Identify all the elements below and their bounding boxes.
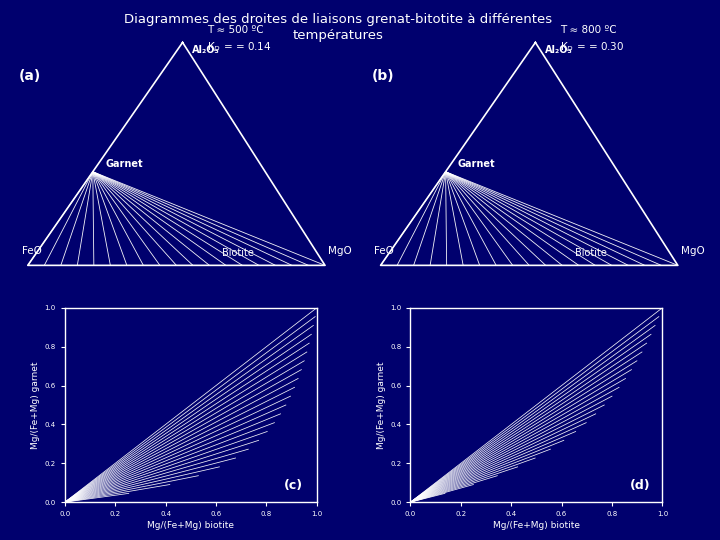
Text: Al₂O₃: Al₂O₃ — [192, 45, 220, 55]
Y-axis label: Mg/(Fe+Mg) garnet: Mg/(Fe+Mg) garnet — [377, 361, 386, 449]
Text: Garnet: Garnet — [458, 159, 495, 170]
X-axis label: Mg/(Fe+Mg) biotite: Mg/(Fe+Mg) biotite — [148, 522, 234, 530]
X-axis label: Mg/(Fe+Mg) biotite: Mg/(Fe+Mg) biotite — [493, 522, 580, 530]
Text: (d): (d) — [629, 478, 650, 491]
Text: (c): (c) — [284, 478, 303, 491]
Text: MgO: MgO — [328, 246, 352, 256]
Text: FeO: FeO — [22, 246, 42, 256]
Text: FeO: FeO — [374, 246, 395, 256]
Text: K$_D$ = = 0.14: K$_D$ = = 0.14 — [207, 40, 272, 54]
Y-axis label: Mg/(Fe+Mg) garnet: Mg/(Fe+Mg) garnet — [32, 361, 40, 449]
Text: T ≈ 500 ºC: T ≈ 500 ºC — [207, 25, 264, 36]
Text: Al₂O₃: Al₂O₃ — [545, 45, 572, 55]
Text: Diagrammes des droites de liaisons grenat-bitotite à différentes
températures: Diagrammes des droites de liaisons grena… — [125, 14, 552, 42]
Text: Biotite: Biotite — [222, 248, 254, 258]
Text: T ≈ 800 ºC: T ≈ 800 ºC — [560, 25, 617, 36]
Text: (b): (b) — [372, 69, 394, 83]
Text: Biotite: Biotite — [575, 248, 607, 258]
Text: (a): (a) — [19, 69, 41, 83]
Text: Garnet: Garnet — [105, 159, 143, 170]
Text: K$_D$ = = 0.30: K$_D$ = = 0.30 — [560, 40, 624, 54]
Text: MgO: MgO — [681, 246, 705, 256]
